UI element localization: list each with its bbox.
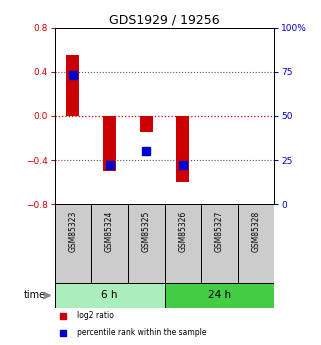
Bar <box>103 116 116 171</box>
Text: 24 h: 24 h <box>208 290 231 300</box>
Text: percentile rank within the sample: percentile rank within the sample <box>77 328 206 337</box>
Text: GSM85326: GSM85326 <box>178 210 187 252</box>
Bar <box>238 204 274 283</box>
Bar <box>55 283 164 308</box>
Bar <box>128 204 164 283</box>
Text: log2 ratio: log2 ratio <box>77 311 113 320</box>
Text: GSM85324: GSM85324 <box>105 210 114 252</box>
Text: GSM85325: GSM85325 <box>142 210 151 252</box>
Bar <box>164 283 274 308</box>
Bar <box>164 204 201 283</box>
Bar <box>140 116 152 132</box>
Bar <box>66 55 79 116</box>
Bar <box>177 116 189 182</box>
Title: GDS1929 / 19256: GDS1929 / 19256 <box>109 13 220 27</box>
Bar <box>201 204 238 283</box>
Text: GSM85327: GSM85327 <box>215 210 224 252</box>
Bar <box>55 204 91 283</box>
Text: time: time <box>23 290 46 300</box>
Text: GSM85323: GSM85323 <box>68 210 77 252</box>
Bar <box>91 204 128 283</box>
Text: 6 h: 6 h <box>101 290 118 300</box>
Text: GSM85328: GSM85328 <box>252 210 261 252</box>
